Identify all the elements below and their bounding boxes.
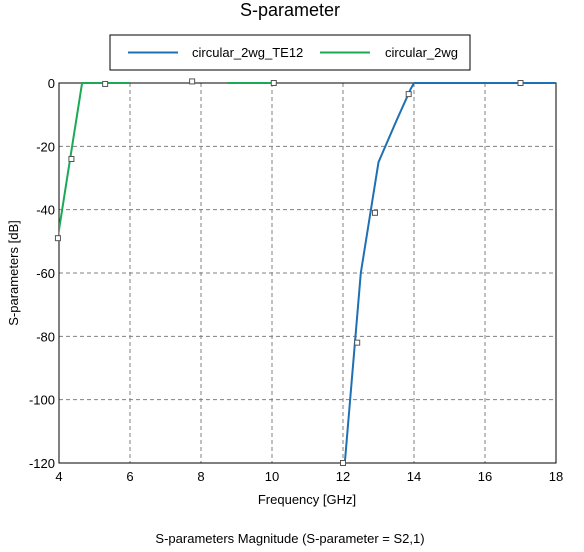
x-tick-label: 16 [478,469,492,484]
series-line-circular-2wg-te12 [343,82,556,464]
x-tick-label: 18 [549,469,563,484]
y-tick-label: -40 [36,203,55,218]
legend: circular_2wg_TE12 circular_2wg [109,34,471,71]
x-tick-label: 10 [265,469,279,484]
x-tick-label: 12 [336,469,350,484]
plot-frame [58,82,557,464]
series-line-circular-2wg [59,82,130,237]
series-marker-circular-2wg [54,235,61,242]
y-axis-label: S-parameters [dB] [6,220,21,326]
series-marker-circular-2wg [270,80,277,86]
y-tick-label: -80 [36,329,55,344]
series-marker-circular-2wg-te12 [405,91,412,98]
x-tick-label: 4 [55,469,62,484]
y-tick-label: 0 [48,76,55,91]
chart-title: S-parameter [240,0,340,20]
x-tick-label: 6 [126,469,133,484]
series-marker-circular-2wg [68,156,75,162]
series-marker-circular-2wg-te12 [517,80,524,86]
series-marker-circular-2wg [189,78,196,85]
series-marker-circular-2wg-te12 [354,339,361,346]
y-tick-label: -100 [29,393,55,408]
series-marker-circular-2wg [102,80,109,87]
y-tick-label: -20 [36,139,55,154]
y-tick-label: -120 [29,456,55,471]
x-axis-label: Frequency [GHz] [258,492,356,507]
x-tick-label: 14 [407,469,421,484]
y-tick-label: -60 [36,266,55,281]
chart-caption: S-parameters Magnitude (S-parameter = S2… [155,531,424,546]
legend-label-circular-2wg-te12: circular_2wg_TE12 [192,45,303,60]
legend-label-circular-2wg: circular_2wg [385,45,458,60]
series-marker-circular-2wg-te12 [371,209,378,216]
series-marker-circular-2wg-te12 [340,460,346,466]
plot-area: 4 6 8 10 12 14 16 18 0 -20 -40 -60 -80 -100 -120 [29,76,563,484]
x-tick-label: 8 [197,469,204,484]
